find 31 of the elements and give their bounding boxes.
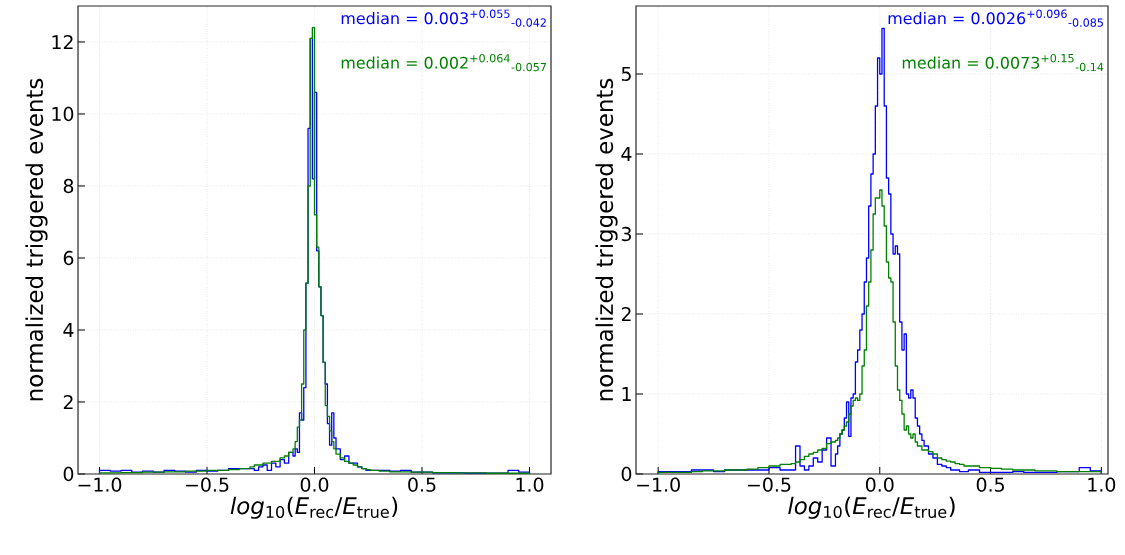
x-tick-label: −0.5 bbox=[186, 477, 229, 492]
y-tick-label: 2 bbox=[63, 394, 73, 410]
annotation: median = 0.002$^{+0.064}$-0.057 bbox=[341, 53, 546, 72]
x-tick-label: −0.5 bbox=[747, 477, 791, 492]
y-tick-label: 8 bbox=[63, 178, 74, 194]
annotation: median = 0.0026$^{+0.096}$-0.085 bbox=[888, 9, 1103, 27]
text: log$_{10}$(E$_{rec}$/E$_{true}$) bbox=[230, 496, 398, 519]
annotation: median = 0.0073$^{+0.15}$-0.14 bbox=[902, 53, 1104, 72]
y-axis-title: normalized triggered events bbox=[25, 78, 48, 401]
y-tick-label: 2 bbox=[621, 306, 631, 322]
annotation: median = 0.003$^{+0.055}$-0.042 bbox=[341, 9, 546, 27]
x-tick-label: 1.0 bbox=[516, 477, 544, 492]
text: log$_{10}$(E$_{rec}$/E$_{true}$) bbox=[788, 496, 955, 519]
x-tick-label: 0.5 bbox=[976, 477, 1004, 492]
y-tick-label: 0 bbox=[63, 466, 74, 482]
y-tick-label: 3 bbox=[621, 226, 631, 242]
y-tick-label: 10 bbox=[52, 106, 74, 122]
x-tick-label: 0.5 bbox=[408, 477, 436, 492]
x-tick-label: 1.0 bbox=[1088, 477, 1116, 492]
y-tick-label: 0 bbox=[621, 466, 632, 482]
y-tick-label: 5 bbox=[621, 66, 631, 82]
x-tick-label: −1.0 bbox=[78, 477, 122, 492]
y-axis-title: normalized triggered events bbox=[595, 78, 618, 401]
y-tick-label: 12 bbox=[52, 34, 73, 50]
y-tick-label: 4 bbox=[621, 147, 632, 161]
x-tick-label: −1.0 bbox=[637, 477, 680, 492]
x-tick-label: 0.0 bbox=[300, 477, 329, 492]
y-tick-label: 1 bbox=[622, 387, 631, 401]
y-tick-label: 6 bbox=[63, 250, 74, 266]
y-tick-label: 4 bbox=[63, 323, 74, 337]
x-tick-label: 0.0 bbox=[865, 477, 894, 492]
